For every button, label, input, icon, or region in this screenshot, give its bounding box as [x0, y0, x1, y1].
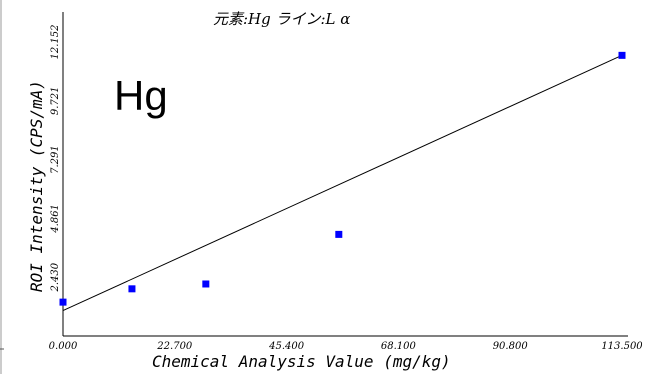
y-tick-label: 9.721 [50, 86, 61, 115]
y-tick-labels: 2.430 4.861 7.291 9.721 12.152 [50, 25, 61, 293]
data-point [59, 298, 67, 306]
x-tick-label: 22.700 [156, 341, 193, 352]
chart-title: 元素:Hg ライン:L α [213, 10, 350, 28]
y-tick-label: 12.152 [50, 25, 61, 60]
x-tick-label: 0.000 [49, 341, 78, 352]
x-axis-title: Chemical Analysis Value (mg/kg) [152, 352, 451, 371]
data-point [202, 280, 210, 288]
data-points [59, 51, 626, 306]
x-tick-label: 113.500 [601, 341, 643, 352]
data-point [335, 230, 343, 238]
x-tick-label: 90.800 [493, 341, 529, 352]
fit-line [62, 54, 623, 312]
y-axis-title: ROI Intensity (CPS/mA) [27, 80, 46, 292]
fit-line-group [62, 54, 623, 312]
x-tick-label: 68.100 [381, 341, 417, 352]
y-tick-label: 7.291 [50, 145, 61, 174]
y-tick-label: 2.430 [50, 262, 61, 292]
data-point [618, 51, 626, 59]
x-tick-labels: 0.000 22.700 45.400 68.100 90.800 113.500 [49, 341, 644, 352]
x-tick-label: 45.400 [268, 341, 305, 352]
y-tick-label: 4.861 [50, 204, 61, 234]
data-point [128, 285, 136, 293]
element-annotation: Hg [114, 72, 168, 119]
